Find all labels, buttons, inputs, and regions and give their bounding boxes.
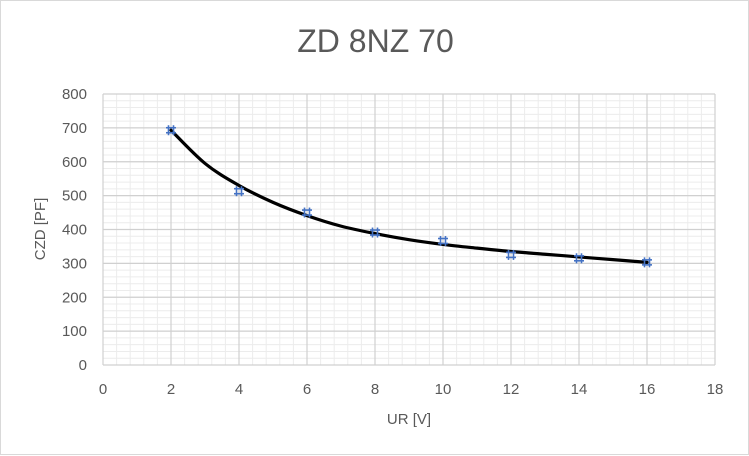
x-tick-label: 14: [571, 381, 588, 398]
y-tick-label: 700: [62, 120, 87, 137]
x-tick-label: 8: [371, 381, 379, 398]
y-tick-label: 100: [62, 323, 87, 340]
data-point: [574, 253, 584, 264]
y-tick-label: 400: [62, 222, 87, 239]
x-tick-label: 12: [503, 381, 520, 398]
x-tick-label: 10: [435, 381, 452, 398]
x-tick-label: 0: [99, 381, 107, 398]
data-point: [302, 207, 312, 218]
y-tick-label: 800: [62, 86, 87, 103]
data-point: [506, 249, 516, 260]
x-axis-label: UR [V]: [387, 411, 431, 428]
chart-title: ZD 8NZ 70: [297, 23, 454, 59]
x-tick-label: 4: [235, 381, 243, 398]
data-point: [234, 186, 244, 197]
data-point: [166, 125, 176, 136]
x-tick-label: 18: [707, 381, 724, 398]
data-point: [642, 257, 652, 268]
y-tick-label: 300: [62, 255, 87, 272]
y-tick-label: 600: [62, 154, 87, 171]
y-tick-label: 200: [62, 289, 87, 306]
data-point: [438, 236, 448, 247]
trendline: [169, 128, 649, 264]
y-tick-label: 0: [79, 357, 87, 374]
y-tick-label: 500: [62, 188, 87, 205]
x-tick-label: 6: [303, 381, 311, 398]
y-axis-label: CZD [PF]: [32, 198, 49, 261]
x-tick-label: 16: [639, 381, 656, 398]
data-point: [370, 227, 380, 238]
x-tick-label: 2: [167, 381, 175, 398]
